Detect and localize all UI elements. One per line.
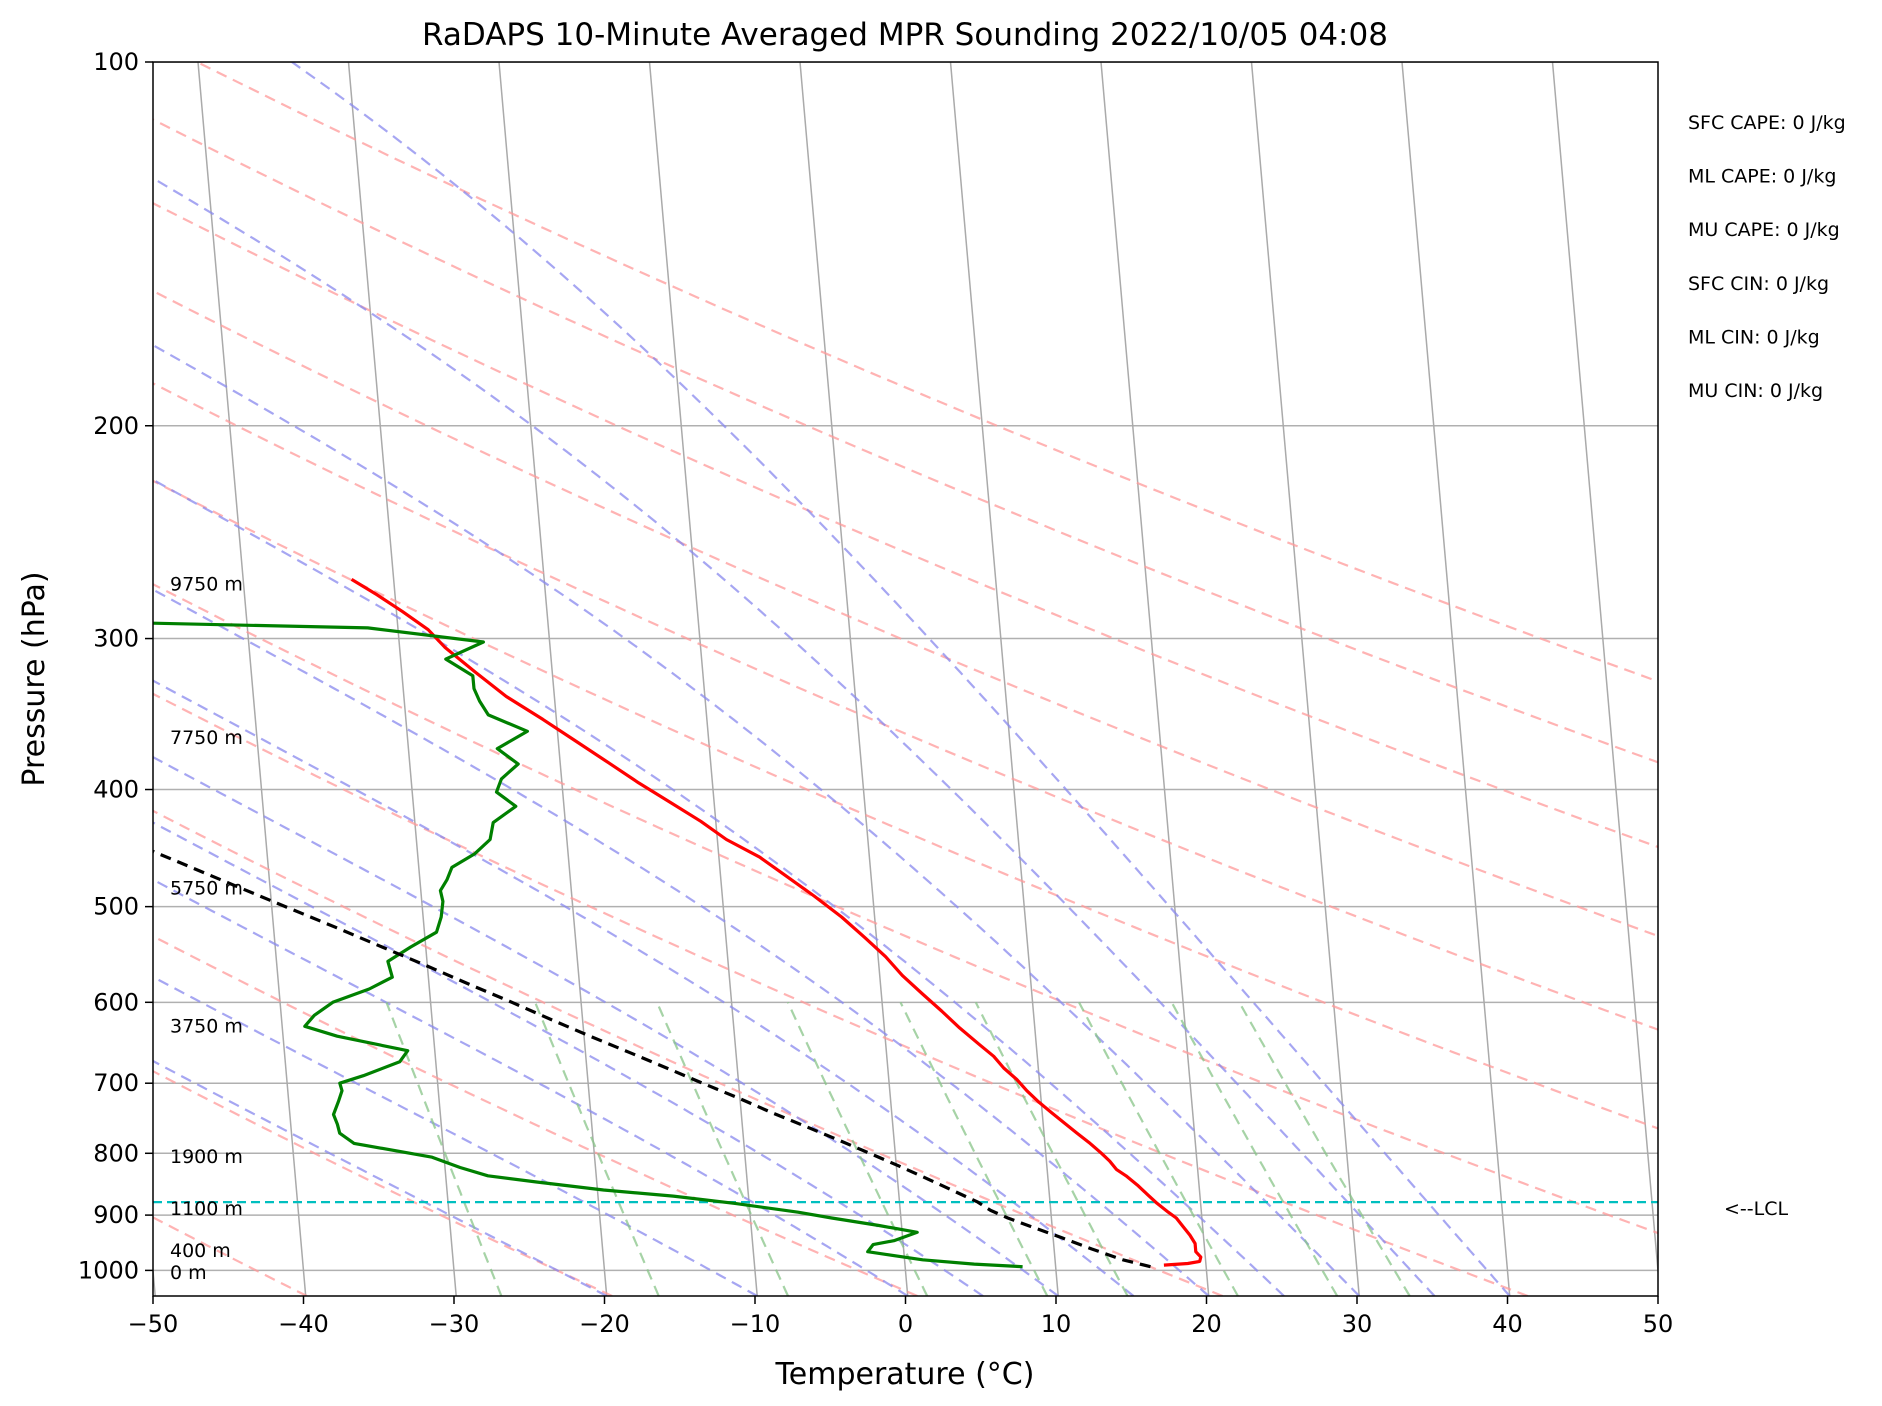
moist-adiabat-line [153, 821, 984, 1296]
dry-adiabat-line [153, 118, 1658, 764]
stat-label: MU CIN: 0 J/kg [1688, 380, 1823, 402]
y-tick-label: 300 [93, 625, 139, 653]
mixing-ratio-line [899, 1001, 1049, 1296]
mixing-ratio-line [974, 1001, 1129, 1296]
dry-adiabat-line [153, 934, 918, 1296]
isotherm-line [1551, 62, 1658, 1280]
x-tick-label: 10 [1041, 1310, 1072, 1338]
y-tick-label: 800 [93, 1139, 139, 1167]
y-tick-label: 500 [93, 893, 139, 921]
moist-adiabat-line [153, 1059, 608, 1296]
axis-ticks: −50 −40 −30 −20 −10 0 10 20 30 40 50 100 200 300 400 50… [78, 48, 1673, 1338]
height-label: 0 m [170, 1262, 207, 1284]
moist-adiabat-line [153, 588, 1210, 1296]
moist-adiabat-line [291, 62, 1511, 1296]
temperature-profile [350, 578, 1203, 1267]
sounding-profiles [153, 578, 1658, 1269]
height-label: 3750 m [170, 1015, 243, 1037]
stat-label: SFC CIN: 0 J/kg [1688, 273, 1829, 295]
y-tick-label: 1000 [78, 1256, 139, 1284]
mixing-ratio-line [655, 1001, 789, 1296]
y-tick-label: 600 [93, 988, 139, 1016]
stat-label: SFC CAPE: 0 J/kg [1688, 112, 1846, 134]
dry-adiabat-line [153, 1069, 613, 1296]
height-label: 1100 m [170, 1198, 243, 1220]
y-tick-label: 100 [93, 48, 139, 76]
height-label: 1900 m [170, 1146, 243, 1168]
stat-label: ML CAPE: 0 J/kg [1688, 166, 1836, 188]
x-tick-label: −30 [429, 1310, 480, 1338]
y-tick-label: 400 [93, 776, 139, 804]
isotherm-line [1250, 62, 1360, 1296]
isotherm-line [949, 62, 1059, 1296]
x-tick-label: −50 [128, 1310, 179, 1338]
isotherm-line [1401, 62, 1511, 1296]
x-tick-label: 0 [898, 1310, 913, 1338]
height-label: 7750 m [170, 727, 243, 749]
y-tick-label: 700 [93, 1069, 139, 1097]
isotherm-line [197, 62, 307, 1296]
x-axis-title: Temperature (°C) [775, 1357, 1035, 1392]
mixing-ratio-line [1078, 1001, 1239, 1296]
dry-adiabat-line [153, 692, 1529, 1296]
x-tick-label: 50 [1643, 1310, 1674, 1338]
dry-adiabat-line [153, 201, 1658, 849]
mixing-ratio-line [1170, 1001, 1339, 1296]
background-grid [153, 62, 1658, 1296]
moist-adiabat-line [153, 878, 909, 1296]
x-tick-label: −40 [278, 1310, 329, 1338]
height-label: 9750 m [170, 573, 243, 595]
stat-label: MU CAPE: 0 J/kg [1688, 219, 1840, 241]
moist-adiabat-line [153, 343, 1360, 1296]
moist-adiabat-line [153, 755, 1059, 1296]
mixing-ratio-line [534, 1001, 660, 1296]
stat-label: ML CIN: 0 J/kg [1688, 326, 1820, 348]
x-tick-label: 40 [1492, 1310, 1523, 1338]
dry-adiabat-line [153, 479, 1658, 1130]
lcl-label: <--LCL [1724, 1198, 1788, 1220]
isotherm-line [1100, 62, 1210, 1296]
isotherm-line [347, 62, 457, 1296]
dry-adiabat-line [153, 809, 1224, 1296]
height-label: 400 m [170, 1240, 231, 1262]
dry-adiabat-line [153, 582, 1658, 1235]
reference-lines [153, 62, 1658, 1296]
x-tick-label: −10 [730, 1310, 781, 1338]
dewpoint-profile [153, 621, 1023, 1269]
isotherm-line [648, 62, 758, 1296]
mixing-ratio-line [1238, 1001, 1411, 1296]
isotherm-line [498, 62, 608, 1296]
moist-adiabat-line [153, 975, 758, 1296]
moist-adiabat-line [153, 176, 1436, 1296]
height-label: 5750 m [170, 877, 243, 899]
y-axis-title: Pressure (hPa) [17, 571, 52, 786]
x-tick-label: 20 [1191, 1310, 1222, 1338]
annotations: 9750 m 7750 m 5750 m 3750 m 1900 m 1100 m 400 … [170, 112, 1846, 1284]
x-tick-label: −20 [579, 1310, 630, 1338]
x-tick-label: 30 [1342, 1310, 1373, 1338]
chart-title: RaDAPS 10-Minute Averaged MPR Sounding 2… [422, 17, 1388, 53]
dry-adiabat-line [153, 382, 1658, 1031]
mixing-ratio-line [385, 1001, 503, 1296]
y-tick-label: 200 [93, 412, 139, 440]
y-tick-label: 900 [93, 1201, 139, 1229]
moist-adiabat-line [153, 679, 1135, 1296]
moist-adiabat-line [153, 478, 1285, 1296]
isotherm-line [799, 62, 909, 1296]
